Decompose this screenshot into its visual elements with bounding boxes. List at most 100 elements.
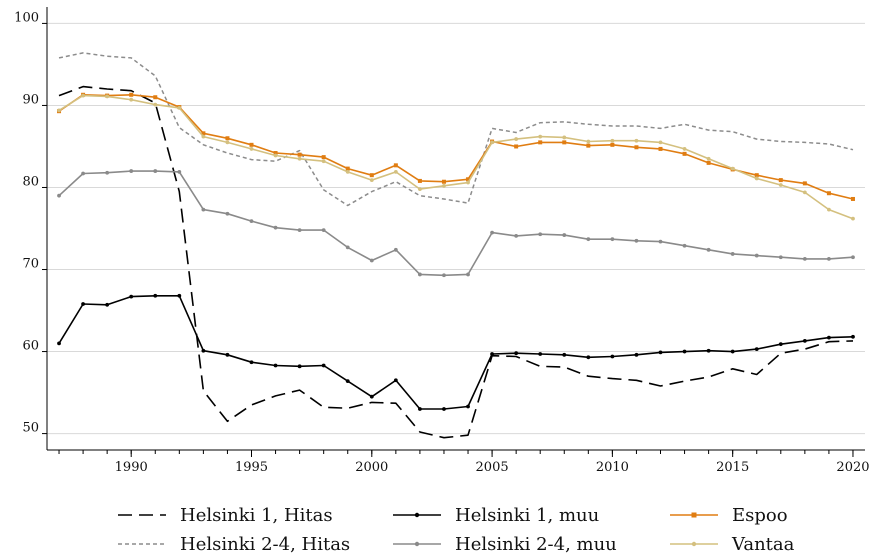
data-point bbox=[514, 144, 519, 149]
legend-label: Espoo bbox=[732, 505, 788, 526]
data-point bbox=[490, 140, 494, 145]
series-layer bbox=[57, 52, 855, 439]
data-point bbox=[249, 219, 254, 224]
data-point bbox=[321, 228, 326, 233]
data-point bbox=[610, 354, 615, 359]
y-tick-label: 100 bbox=[14, 10, 39, 25]
data-point bbox=[514, 137, 519, 141]
data-point bbox=[321, 363, 326, 368]
data-point bbox=[586, 237, 591, 242]
data-point bbox=[393, 247, 398, 252]
data-point bbox=[754, 173, 759, 178]
data-point bbox=[586, 143, 591, 148]
data-point bbox=[586, 139, 591, 144]
data-point bbox=[562, 140, 567, 145]
data-point bbox=[81, 93, 85, 98]
y-tick-label: 70 bbox=[22, 257, 39, 272]
data-point bbox=[490, 230, 494, 235]
data-point bbox=[658, 140, 663, 145]
axes: 50 60 70 80 90 100 1990 1995 2000 2005 2010 2015 202… bbox=[14, 7, 870, 475]
data-point bbox=[851, 216, 855, 221]
data-point bbox=[610, 237, 615, 242]
data-point bbox=[321, 159, 326, 164]
data-point bbox=[442, 273, 446, 278]
data-point bbox=[754, 176, 759, 181]
data-point bbox=[57, 341, 61, 346]
y-tick-label: 80 bbox=[22, 174, 39, 189]
x-tick-label: 2005 bbox=[476, 460, 509, 475]
legend-label: Helsinki 1, Hitas bbox=[180, 505, 333, 526]
legend: Helsinki 1, Hitas Helsinki 1, muu Espoo Hel… bbox=[118, 505, 795, 555]
data-point bbox=[706, 348, 711, 353]
series-line bbox=[58, 94, 854, 220]
data-point bbox=[634, 145, 639, 150]
data-point bbox=[682, 151, 687, 156]
data-point bbox=[802, 181, 807, 186]
y-tick-label: 60 bbox=[22, 339, 39, 354]
data-point bbox=[225, 140, 230, 145]
series-line bbox=[58, 94, 854, 200]
data-point bbox=[730, 252, 735, 256]
data-point bbox=[490, 352, 494, 356]
legend-item-espoo: Espoo bbox=[670, 505, 788, 526]
data-point bbox=[658, 146, 663, 151]
data-point bbox=[562, 352, 567, 357]
data-point bbox=[225, 136, 230, 141]
data-point bbox=[754, 253, 759, 258]
data-point bbox=[201, 131, 206, 136]
data-point bbox=[658, 239, 663, 244]
data-point bbox=[393, 163, 398, 168]
data-point bbox=[249, 142, 254, 147]
data-point bbox=[730, 349, 735, 354]
data-point bbox=[802, 190, 807, 195]
data-point bbox=[466, 404, 470, 409]
series-helsinki-2-4-muu bbox=[57, 169, 855, 278]
legend-marker bbox=[691, 541, 697, 547]
data-point bbox=[538, 140, 543, 145]
data-point bbox=[827, 335, 831, 340]
data-point bbox=[466, 180, 470, 185]
series-line bbox=[58, 52, 854, 207]
data-point bbox=[345, 245, 350, 250]
legend-item-helsinki-2-4-hitas: Helsinki 2-4, Hitas bbox=[118, 534, 350, 555]
data-point bbox=[466, 177, 471, 182]
data-point bbox=[466, 272, 470, 277]
data-point bbox=[201, 207, 206, 212]
x-tick-label: 1995 bbox=[235, 460, 268, 475]
y-tick-label: 50 bbox=[22, 421, 39, 436]
data-point bbox=[81, 302, 85, 306]
data-point bbox=[297, 156, 302, 161]
x-tick-label: 2010 bbox=[596, 460, 629, 475]
data-point bbox=[634, 238, 639, 243]
data-point bbox=[105, 170, 110, 175]
series-helsinki-1-muu bbox=[57, 293, 855, 411]
data-point bbox=[225, 211, 230, 216]
data-point bbox=[297, 364, 302, 369]
data-point bbox=[57, 108, 61, 113]
data-point bbox=[562, 135, 567, 140]
data-point bbox=[345, 166, 350, 171]
data-point bbox=[417, 178, 422, 183]
data-point bbox=[345, 379, 350, 383]
legend-marker bbox=[414, 512, 420, 518]
series-line bbox=[58, 170, 854, 277]
data-point bbox=[225, 352, 230, 357]
data-point bbox=[129, 97, 134, 102]
data-point bbox=[345, 169, 350, 174]
data-point bbox=[682, 349, 687, 354]
data-point bbox=[177, 293, 182, 298]
data-point bbox=[297, 228, 302, 233]
x-tick-label: 1990 bbox=[115, 460, 148, 475]
data-point bbox=[706, 156, 711, 161]
data-point bbox=[538, 134, 543, 139]
data-point bbox=[177, 106, 182, 110]
data-point bbox=[297, 152, 302, 157]
data-point bbox=[538, 352, 543, 356]
y-tick-label: 90 bbox=[22, 92, 39, 107]
data-point bbox=[682, 243, 687, 248]
series-line bbox=[58, 294, 854, 410]
data-point bbox=[562, 233, 567, 237]
data-point bbox=[321, 155, 326, 160]
data-point bbox=[706, 160, 711, 165]
legend-label: Vantaa bbox=[731, 534, 795, 555]
